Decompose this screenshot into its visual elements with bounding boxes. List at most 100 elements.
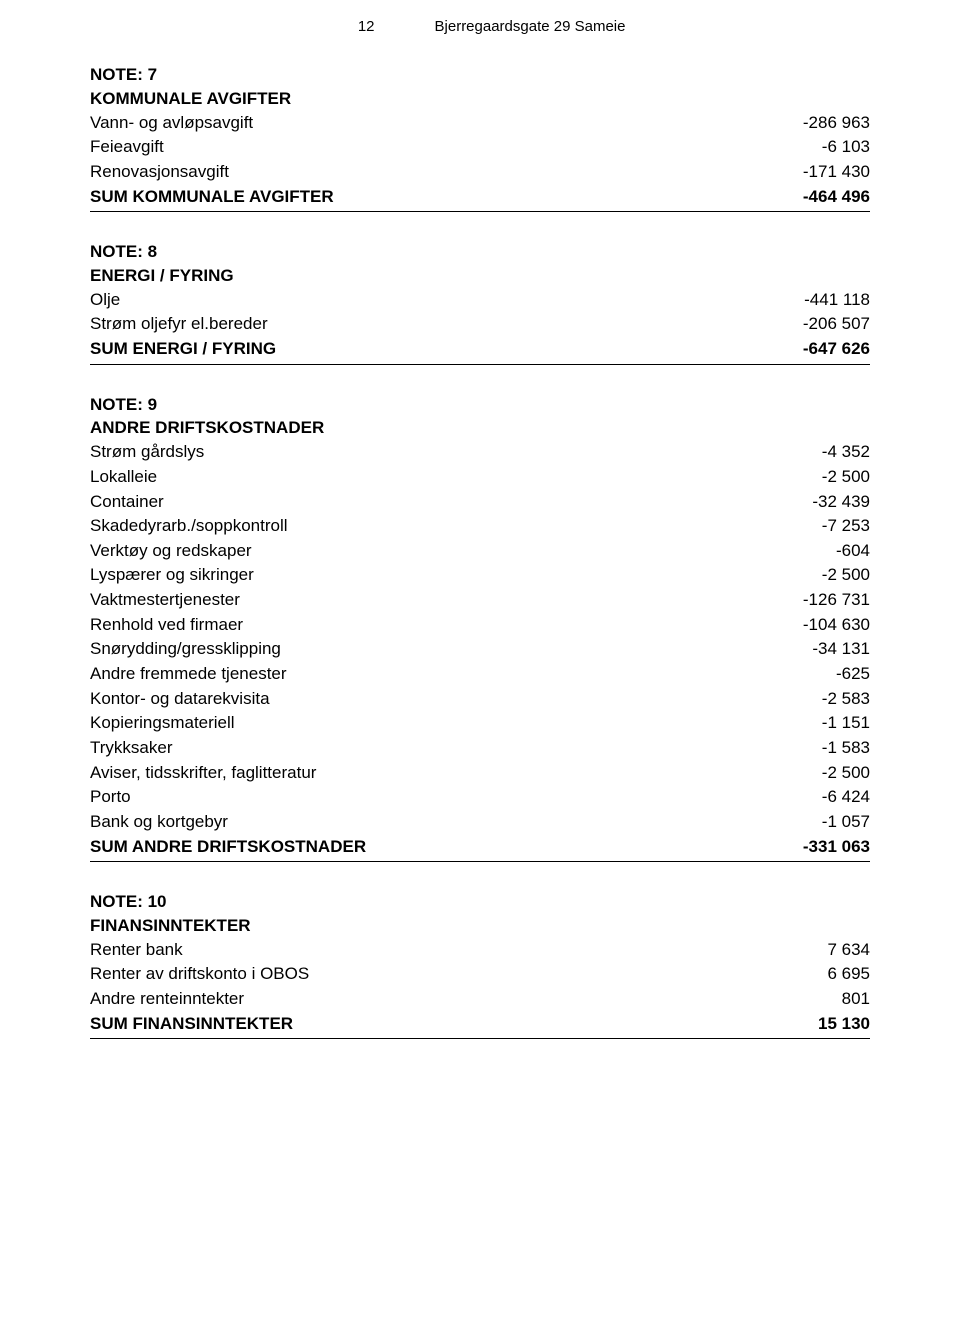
section-divider	[90, 211, 870, 212]
sum-label: SUM ENERGI / FYRING	[90, 337, 276, 362]
line-item-value: -171 430	[803, 160, 870, 185]
note-section: NOTE: 9ANDRE DRIFTSKOSTNADERStrøm gårdsl…	[90, 393, 870, 862]
line-item-label: Porto	[90, 785, 131, 810]
section-title: FINANSINNTEKTER	[90, 914, 870, 938]
line-item-value: -2 500	[822, 563, 870, 588]
line-item-value: -1 583	[822, 736, 870, 761]
line-item-value: -4 352	[822, 440, 870, 465]
sum-value: -647 626	[803, 337, 870, 362]
line-item-label: Container	[90, 490, 164, 515]
line-item-value: -286 963	[803, 111, 870, 136]
line-item: Strøm oljefyr el.bereder-206 507	[90, 312, 870, 337]
line-item: Lyspærer og sikringer -2 500	[90, 563, 870, 588]
page-number: 12	[335, 18, 375, 35]
line-item-value: -441 118	[804, 288, 870, 313]
line-item-value: -6 103	[822, 135, 870, 160]
line-item: Trykksaker -1 583	[90, 736, 870, 761]
line-item: Porto -6 424	[90, 785, 870, 810]
sum-label: SUM ANDRE DRIFTSKOSTNADER	[90, 835, 366, 860]
line-item: Skadedyrarb./soppkontroll -7 253	[90, 514, 870, 539]
section-divider	[90, 364, 870, 365]
note-heading: NOTE: 10	[90, 890, 870, 914]
line-item-value: -625	[836, 662, 870, 687]
line-item: Kopieringsmateriell -1 151	[90, 711, 870, 736]
line-item-value: -104 630	[803, 613, 870, 638]
sections-container: NOTE: 7KOMMUNALE AVGIFTERVann- og avløps…	[90, 63, 870, 1067]
line-item: Renter bank 7 634	[90, 938, 870, 963]
section-divider	[90, 861, 870, 862]
line-item: Aviser, tidsskrifter, faglitteratur -2 50…	[90, 761, 870, 786]
line-item: Renhold ved firmaer -104 630	[90, 613, 870, 638]
line-item-value: -2 500	[822, 465, 870, 490]
section-gap	[90, 371, 870, 393]
line-item-value: -32 439	[812, 490, 870, 515]
line-item: Olje -441 118	[90, 288, 870, 313]
page-header: 12 Bjerregaardsgate 29 Sameie	[90, 18, 870, 35]
line-item: Vaktmestertjenester -126 731	[90, 588, 870, 613]
line-item-label: Aviser, tidsskrifter, faglitteratur	[90, 761, 316, 786]
line-item-label: Verktøy og redskaper	[90, 539, 252, 564]
line-item: Container -32 439	[90, 490, 870, 515]
line-item-label: Renovasjonsavgift	[90, 160, 229, 185]
line-item-value: 6 695	[827, 962, 870, 987]
sum-row: SUM ENERGI / FYRING -647 626	[90, 337, 870, 362]
line-item: Vann- og avløpsavgift -286 963	[90, 111, 870, 136]
line-item: Bank og kortgebyr-1 057	[90, 810, 870, 835]
line-item-value: -604	[836, 539, 870, 564]
line-item: Strøm gårdslys -4 352	[90, 440, 870, 465]
line-item-label: Renter bank	[90, 938, 183, 963]
section-gap	[90, 1045, 870, 1067]
line-item: Kontor- og datarekvisita -2 583	[90, 687, 870, 712]
line-item-label: Strøm gårdslys	[90, 440, 204, 465]
line-item-label: Kopieringsmateriell	[90, 711, 235, 736]
line-item-value: -34 131	[812, 637, 870, 662]
line-item-label: Snørydding/gressklipping	[90, 637, 281, 662]
sum-value: -331 063	[803, 835, 870, 860]
section-title: KOMMUNALE AVGIFTER	[90, 87, 870, 111]
sum-label: SUM FINANSINNTEKTER	[90, 1012, 293, 1037]
line-item-label: Vaktmestertjenester	[90, 588, 240, 613]
line-item-value: -6 424	[822, 785, 870, 810]
note-heading: NOTE: 8	[90, 240, 870, 264]
section-gap	[90, 868, 870, 890]
line-item-label: Andre fremmede tjenester	[90, 662, 287, 687]
line-item-value: -2 500	[822, 761, 870, 786]
section-title: ANDRE DRIFTSKOSTNADER	[90, 416, 870, 440]
line-item: Lokalleie -2 500	[90, 465, 870, 490]
line-item-label: Kontor- og datarekvisita	[90, 687, 270, 712]
line-item: Renovasjonsavgift -171 430	[90, 160, 870, 185]
page: 12 Bjerregaardsgate 29 Sameie NOTE: 7KOM…	[0, 0, 960, 1317]
line-item-label: Feieavgift	[90, 135, 164, 160]
note-heading: NOTE: 7	[90, 63, 870, 87]
line-item: Andre renteinntekter801	[90, 987, 870, 1012]
line-item: Verktøy og redskaper -604	[90, 539, 870, 564]
line-item-label: Trykksaker	[90, 736, 173, 761]
line-item: Snørydding/gressklipping -34 131	[90, 637, 870, 662]
line-item: Andre fremmede tjenester -625	[90, 662, 870, 687]
line-item: Renter av driftskonto i OBOS6 695	[90, 962, 870, 987]
line-item-value: -1 057	[822, 810, 870, 835]
line-item-value: -7 253	[822, 514, 870, 539]
line-item-value: 7 634	[827, 938, 870, 963]
section-divider	[90, 1038, 870, 1039]
line-item-value: -2 583	[822, 687, 870, 712]
line-item-label: Lokalleie	[90, 465, 157, 490]
line-item-label: Renhold ved firmaer	[90, 613, 243, 638]
line-item-label: Vann- og avløpsavgift	[90, 111, 253, 136]
line-item-label: Strøm oljefyr el.bereder	[90, 312, 268, 337]
note-section: NOTE: 7KOMMUNALE AVGIFTERVann- og avløps…	[90, 63, 870, 212]
line-item-label: Olje	[90, 288, 120, 313]
line-item-value: -126 731	[803, 588, 870, 613]
section-gap	[90, 218, 870, 240]
line-item-label: Lyspærer og sikringer	[90, 563, 254, 588]
line-item-label: Skadedyrarb./soppkontroll	[90, 514, 288, 539]
note-section: NOTE: 10FINANSINNTEKTERRenter bank 7 634R…	[90, 890, 870, 1039]
doc-title: Bjerregaardsgate 29 Sameie	[435, 18, 626, 35]
note-heading: NOTE: 9	[90, 393, 870, 417]
sum-value: -464 496	[803, 185, 870, 210]
line-item-value: 801	[842, 987, 870, 1012]
line-item-value: -1 151	[822, 711, 870, 736]
sum-value: 15 130	[818, 1012, 870, 1037]
sum-row: SUM FINANSINNTEKTER 15 130	[90, 1012, 870, 1037]
sum-row: SUM ANDRE DRIFTSKOSTNADER -331 063	[90, 835, 870, 860]
